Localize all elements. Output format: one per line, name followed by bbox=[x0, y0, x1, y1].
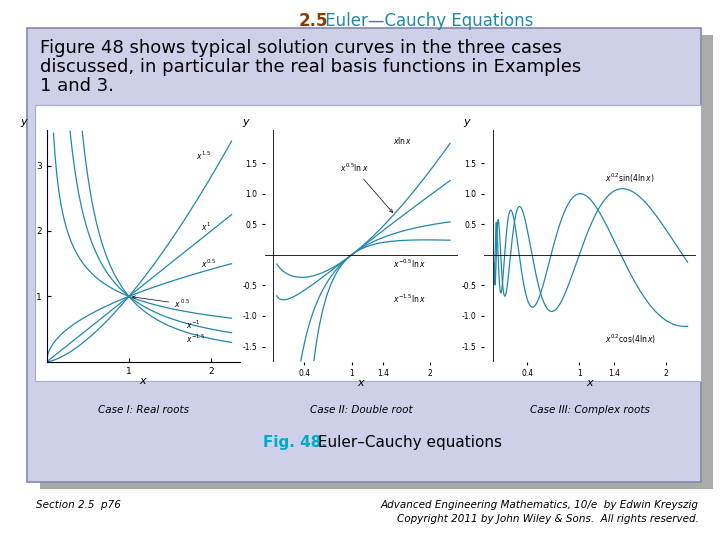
Text: 1 and 3.: 1 and 3. bbox=[40, 77, 114, 94]
Text: discussed, in particular the real basis functions in Examples: discussed, in particular the real basis … bbox=[40, 58, 581, 76]
Text: $x^{0.5}\ln x$: $x^{0.5}\ln x$ bbox=[340, 162, 392, 212]
X-axis label: $x$: $x$ bbox=[585, 379, 595, 388]
Text: $y$: $y$ bbox=[19, 117, 29, 129]
Text: $x^{-1}$: $x^{-1}$ bbox=[186, 319, 201, 331]
X-axis label: $x$: $x$ bbox=[357, 379, 366, 388]
Text: $x^{\ 0.5}$: $x^{\ 0.5}$ bbox=[132, 296, 191, 310]
Text: $x^{-1.5}\ln x$: $x^{-1.5}\ln x$ bbox=[392, 292, 426, 305]
Text: $x^{0.2}\cos(4\ln x)$: $x^{0.2}\cos(4\ln x)$ bbox=[606, 333, 657, 347]
X-axis label: $x$: $x$ bbox=[139, 376, 148, 386]
Text: $x^{-1.5}$: $x^{-1.5}$ bbox=[186, 333, 206, 346]
Text: Advanced Engineering Mathematics, 10/e  by Edwin Kreyszig: Advanced Engineering Mathematics, 10/e b… bbox=[380, 500, 698, 510]
Text: $y$: $y$ bbox=[242, 117, 251, 129]
Text: Section 2.5  p76: Section 2.5 p76 bbox=[36, 500, 121, 510]
Text: $x\ln x$: $x\ln x$ bbox=[392, 134, 412, 146]
Text: $x^{-0.5}\ln x$: $x^{-0.5}\ln x$ bbox=[392, 258, 426, 271]
Text: $x^{1.5}$: $x^{1.5}$ bbox=[197, 150, 212, 163]
Text: Figure 48 shows typical solution curves in the three cases: Figure 48 shows typical solution curves … bbox=[40, 39, 562, 57]
Text: $x^{0.2}\sin(4\ln x)$: $x^{0.2}\sin(4\ln x)$ bbox=[606, 171, 654, 185]
Text: Fig. 48.: Fig. 48. bbox=[263, 435, 327, 450]
Text: $x^{1}$: $x^{1}$ bbox=[201, 220, 211, 233]
Text: $x^{0.5}$: $x^{0.5}$ bbox=[201, 258, 216, 270]
Text: Case III: Complex roots: Case III: Complex roots bbox=[530, 405, 650, 415]
Text: Case I: Real roots: Case I: Real roots bbox=[98, 405, 189, 415]
Text: Euler–Cauchy equations: Euler–Cauchy equations bbox=[313, 435, 503, 450]
Text: Copyright 2011 by John Wiley & Sons.  All rights reserved.: Copyright 2011 by John Wiley & Sons. All… bbox=[397, 514, 698, 524]
Text: 2.5: 2.5 bbox=[299, 12, 328, 30]
Text: Case II: Double root: Case II: Double root bbox=[310, 405, 413, 415]
Text: Euler—Cauchy Equations: Euler—Cauchy Equations bbox=[320, 12, 534, 30]
Text: $y$: $y$ bbox=[463, 117, 472, 129]
